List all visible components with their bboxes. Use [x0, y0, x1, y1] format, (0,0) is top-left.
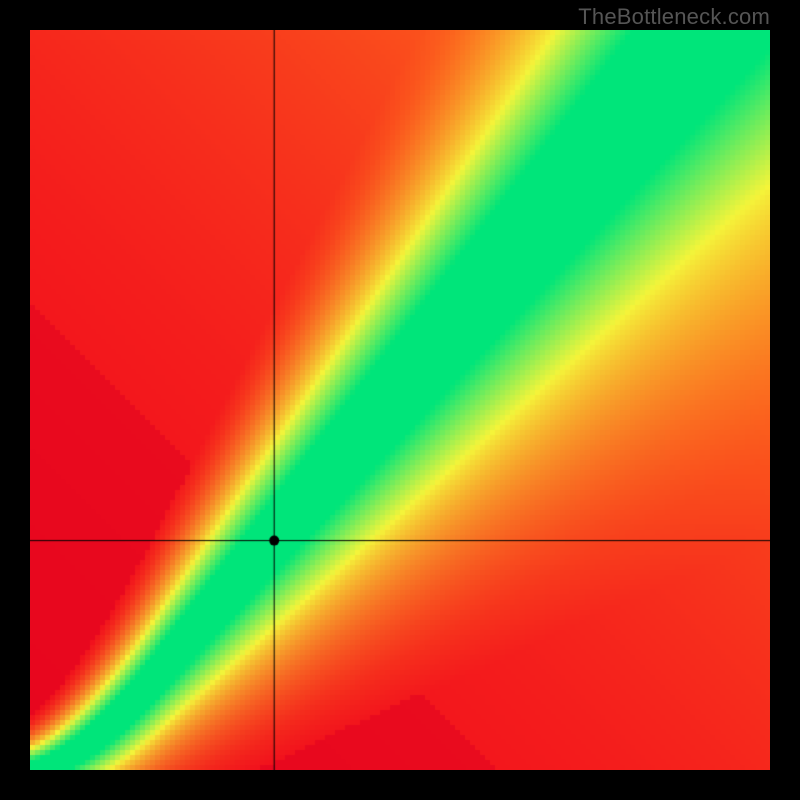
watermark-text: TheBottleneck.com — [578, 4, 770, 30]
heatmap-canvas — [30, 30, 770, 770]
chart-frame: TheBottleneck.com — [0, 0, 800, 800]
plot-area — [30, 30, 770, 770]
